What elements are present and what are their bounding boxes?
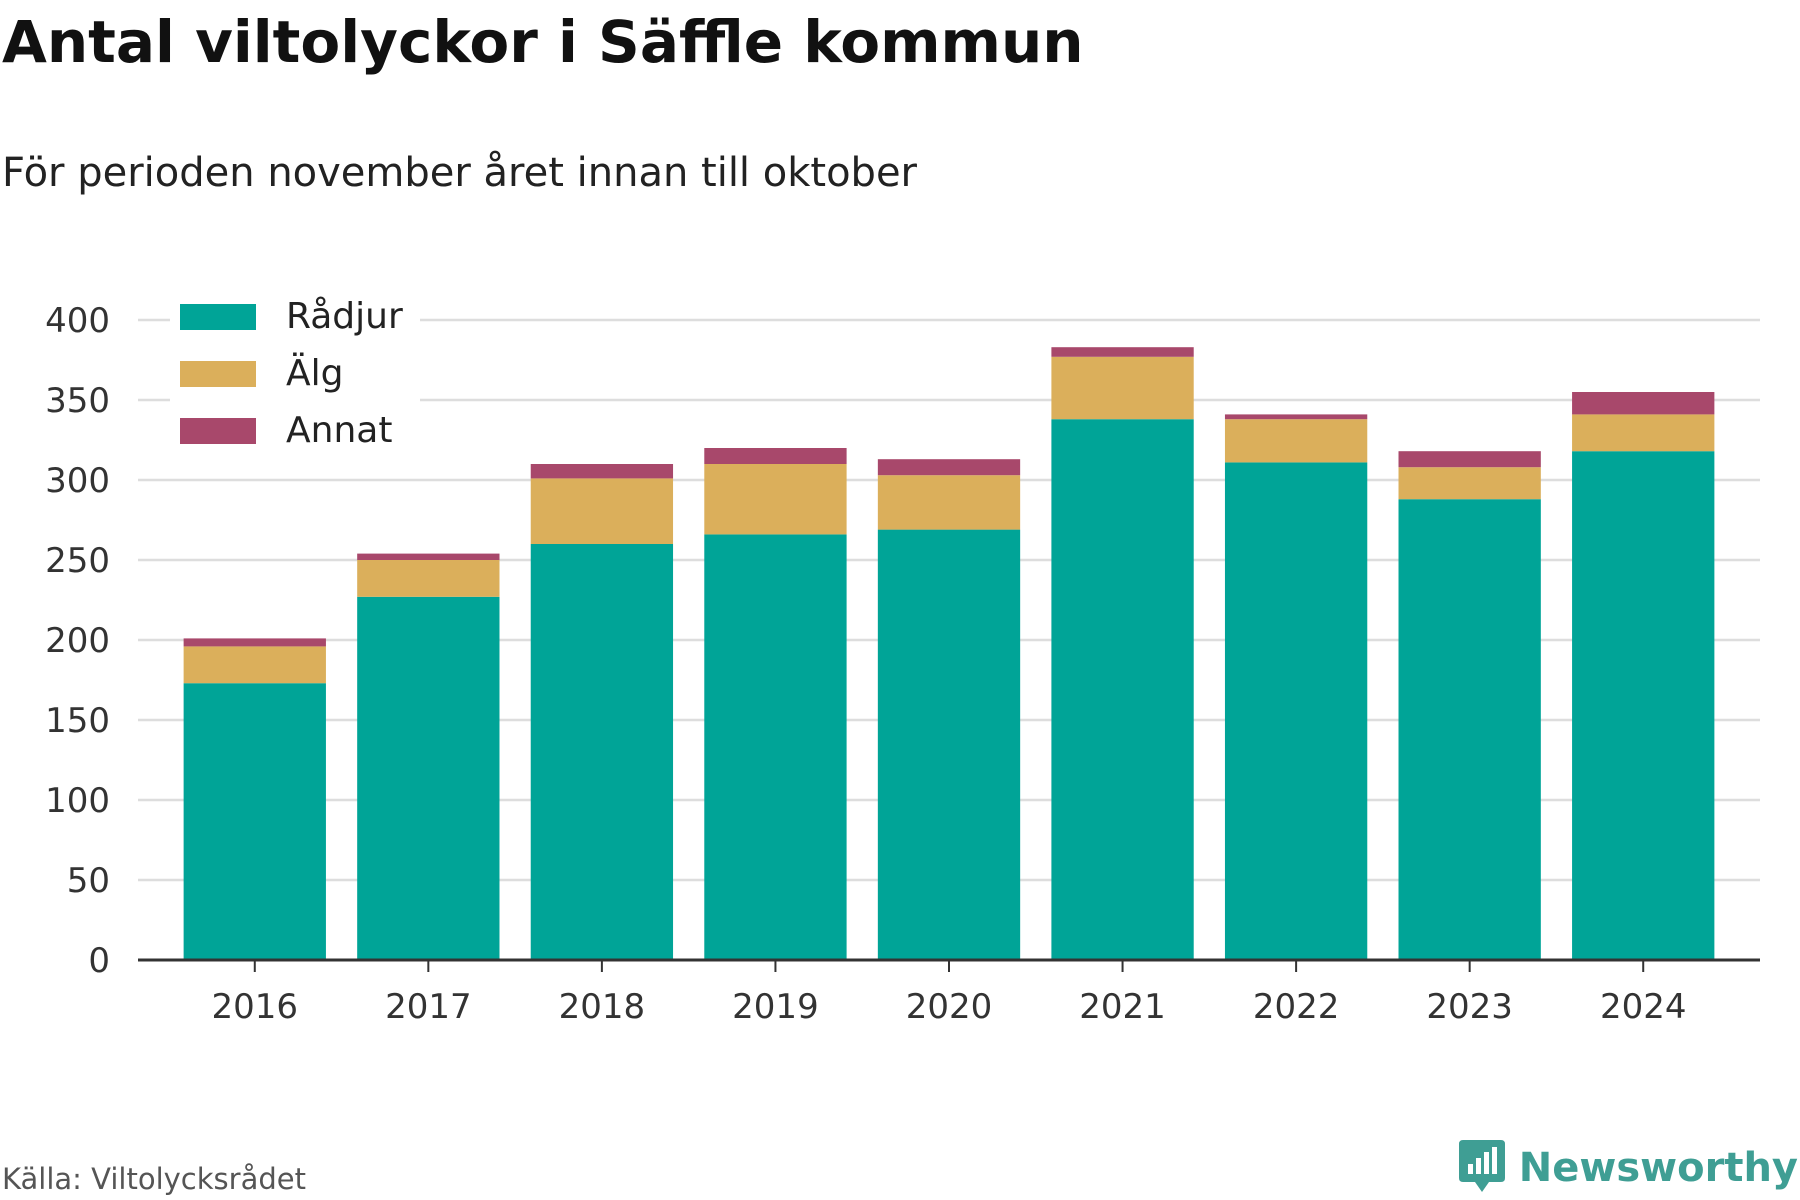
x-tick-label: 2019 — [732, 987, 819, 1027]
newsworthy-logo-icon — [1457, 1138, 1507, 1198]
y-tick-label: 250 — [45, 541, 110, 581]
source-note: Källa: Viltolycksrådet — [2, 1162, 306, 1196]
bar-segment — [1572, 414, 1715, 452]
legend-label: Annat — [286, 410, 392, 451]
y-tick-label: 0 — [88, 941, 110, 981]
x-tick-label: 2020 — [906, 987, 993, 1027]
bar-segment — [1398, 467, 1541, 500]
y-tick-label: 100 — [45, 781, 110, 821]
bar-segment — [530, 544, 674, 960]
bar-segment — [183, 638, 326, 647]
y-tick-label: 50 — [67, 861, 110, 901]
y-tick-label: 150 — [45, 701, 110, 741]
x-tick-label: 2023 — [1426, 987, 1513, 1027]
bar-segment — [1224, 462, 1368, 960]
bar-segment — [704, 464, 847, 535]
bar-segment — [1224, 419, 1368, 463]
legend-label: Rådjur — [286, 296, 403, 337]
x-tick-label: 2016 — [212, 987, 299, 1027]
bar-segment — [1051, 419, 1194, 960]
bar-segment — [183, 683, 326, 960]
y-tick-label: 350 — [45, 381, 110, 421]
bar-segment — [1398, 499, 1541, 960]
bar-segment — [357, 560, 500, 597]
x-tick-label: 2024 — [1600, 987, 1687, 1027]
legend-swatch — [180, 418, 256, 444]
bar-segment — [704, 534, 847, 960]
bar-segment — [1224, 414, 1368, 420]
y-tick-label: 400 — [45, 301, 110, 341]
brand-logo: Newsworthy — [1457, 1138, 1798, 1198]
legend-swatch — [180, 304, 256, 330]
y-tick-label: 200 — [45, 621, 110, 661]
bar-segment — [1572, 451, 1715, 960]
bar-segment — [530, 464, 674, 479]
x-tick-label: 2017 — [385, 987, 472, 1027]
x-tick-label: 2018 — [559, 987, 646, 1027]
bar-segment — [183, 646, 326, 684]
bar-segment — [1051, 356, 1194, 420]
x-tick-label: 2022 — [1253, 987, 1340, 1027]
bar-segment — [877, 475, 1021, 530]
bar-segment — [877, 529, 1021, 960]
legend-label: Älg — [286, 352, 343, 394]
bar-segment — [704, 448, 847, 464]
bar-segment — [357, 596, 500, 960]
bar-segment — [1572, 392, 1715, 415]
x-tick-label: 2021 — [1079, 987, 1166, 1027]
bar-segment — [877, 459, 1021, 476]
bar-segment — [1398, 451, 1541, 468]
brand-name: Newsworthy — [1518, 1145, 1798, 1191]
bar-segment — [530, 478, 674, 544]
bar-segment — [357, 553, 500, 560]
legend-swatch — [180, 361, 256, 387]
chart-title: Antal viltolyckor i Säffle kommun — [2, 8, 1084, 76]
bar-segment — [1051, 347, 1194, 357]
y-tick-label: 300 — [45, 461, 110, 501]
chart-subtitle: För perioden november året innan till ok… — [2, 150, 917, 196]
